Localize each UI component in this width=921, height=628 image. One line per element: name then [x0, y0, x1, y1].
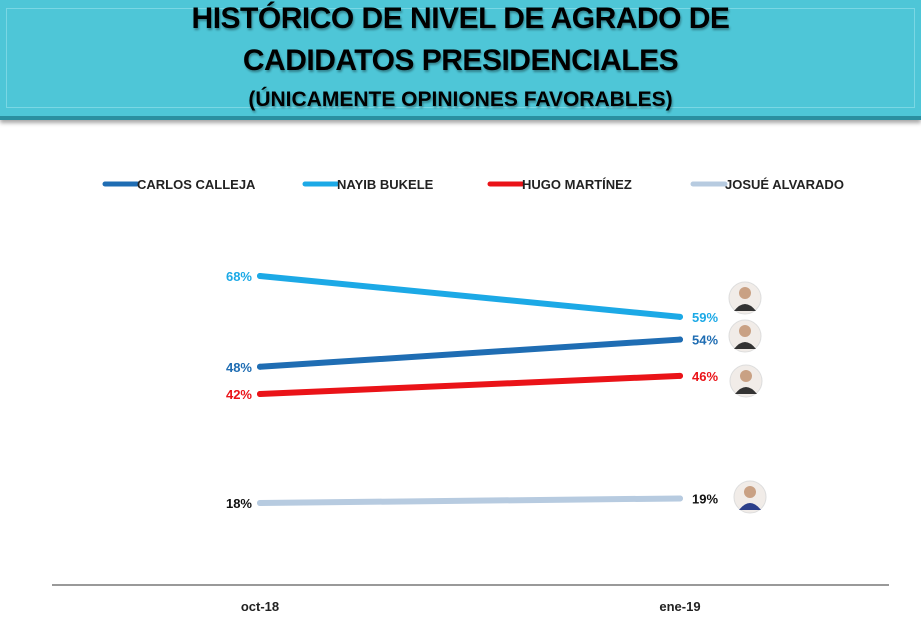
chart-title-line2: CADIDATOS PRESIDENCIALES	[242, 44, 679, 77]
data-label: 54%	[692, 333, 718, 348]
data-point	[257, 500, 263, 506]
series-line-2	[257, 372, 683, 398]
data-label: 48%	[226, 360, 252, 375]
data-label: 42%	[226, 387, 252, 402]
title-banner	[0, 0, 921, 120]
series-line-1	[257, 273, 683, 320]
avatar-body	[735, 387, 757, 394]
chart-title: HISTÓRICO DE NIVEL DE AGRADO DE	[191, 2, 730, 35]
data-label: 59%	[692, 310, 718, 325]
avatar-face	[739, 325, 751, 337]
data-point	[257, 273, 263, 279]
legend-label: CARLOS CALLEJA	[137, 177, 256, 192]
data-label: 19%	[692, 491, 718, 506]
data-point	[257, 363, 263, 370]
series-line-0	[257, 336, 683, 370]
data-point	[677, 372, 683, 379]
legend-label: JOSUÉ ALVARADO	[725, 177, 844, 192]
avatar-face	[739, 287, 751, 299]
data-label: 46%	[692, 369, 718, 384]
legend-label: HUGO MARTÍNEZ	[522, 177, 632, 192]
x-tick-label: ene-19	[659, 599, 700, 614]
avatar-body	[734, 342, 756, 349]
avatar-body	[739, 503, 761, 510]
avatar-face	[744, 486, 756, 498]
avatar-body	[734, 304, 756, 311]
legend-label: NAYIB BUKELE	[337, 177, 434, 192]
banner-border	[6, 8, 915, 108]
data-point	[677, 336, 683, 343]
data-point	[257, 391, 263, 398]
data-label: 18%	[226, 496, 252, 511]
chart-subtitle: (ÚNICAMENTE OPINIONES FAVORABLES)	[248, 88, 673, 111]
series-line-3	[257, 495, 683, 506]
avatar-face	[740, 370, 752, 382]
data-point	[677, 495, 683, 502]
data-label: 68%	[226, 269, 252, 284]
data-point	[677, 313, 683, 320]
x-tick-label: oct-18	[241, 599, 279, 614]
